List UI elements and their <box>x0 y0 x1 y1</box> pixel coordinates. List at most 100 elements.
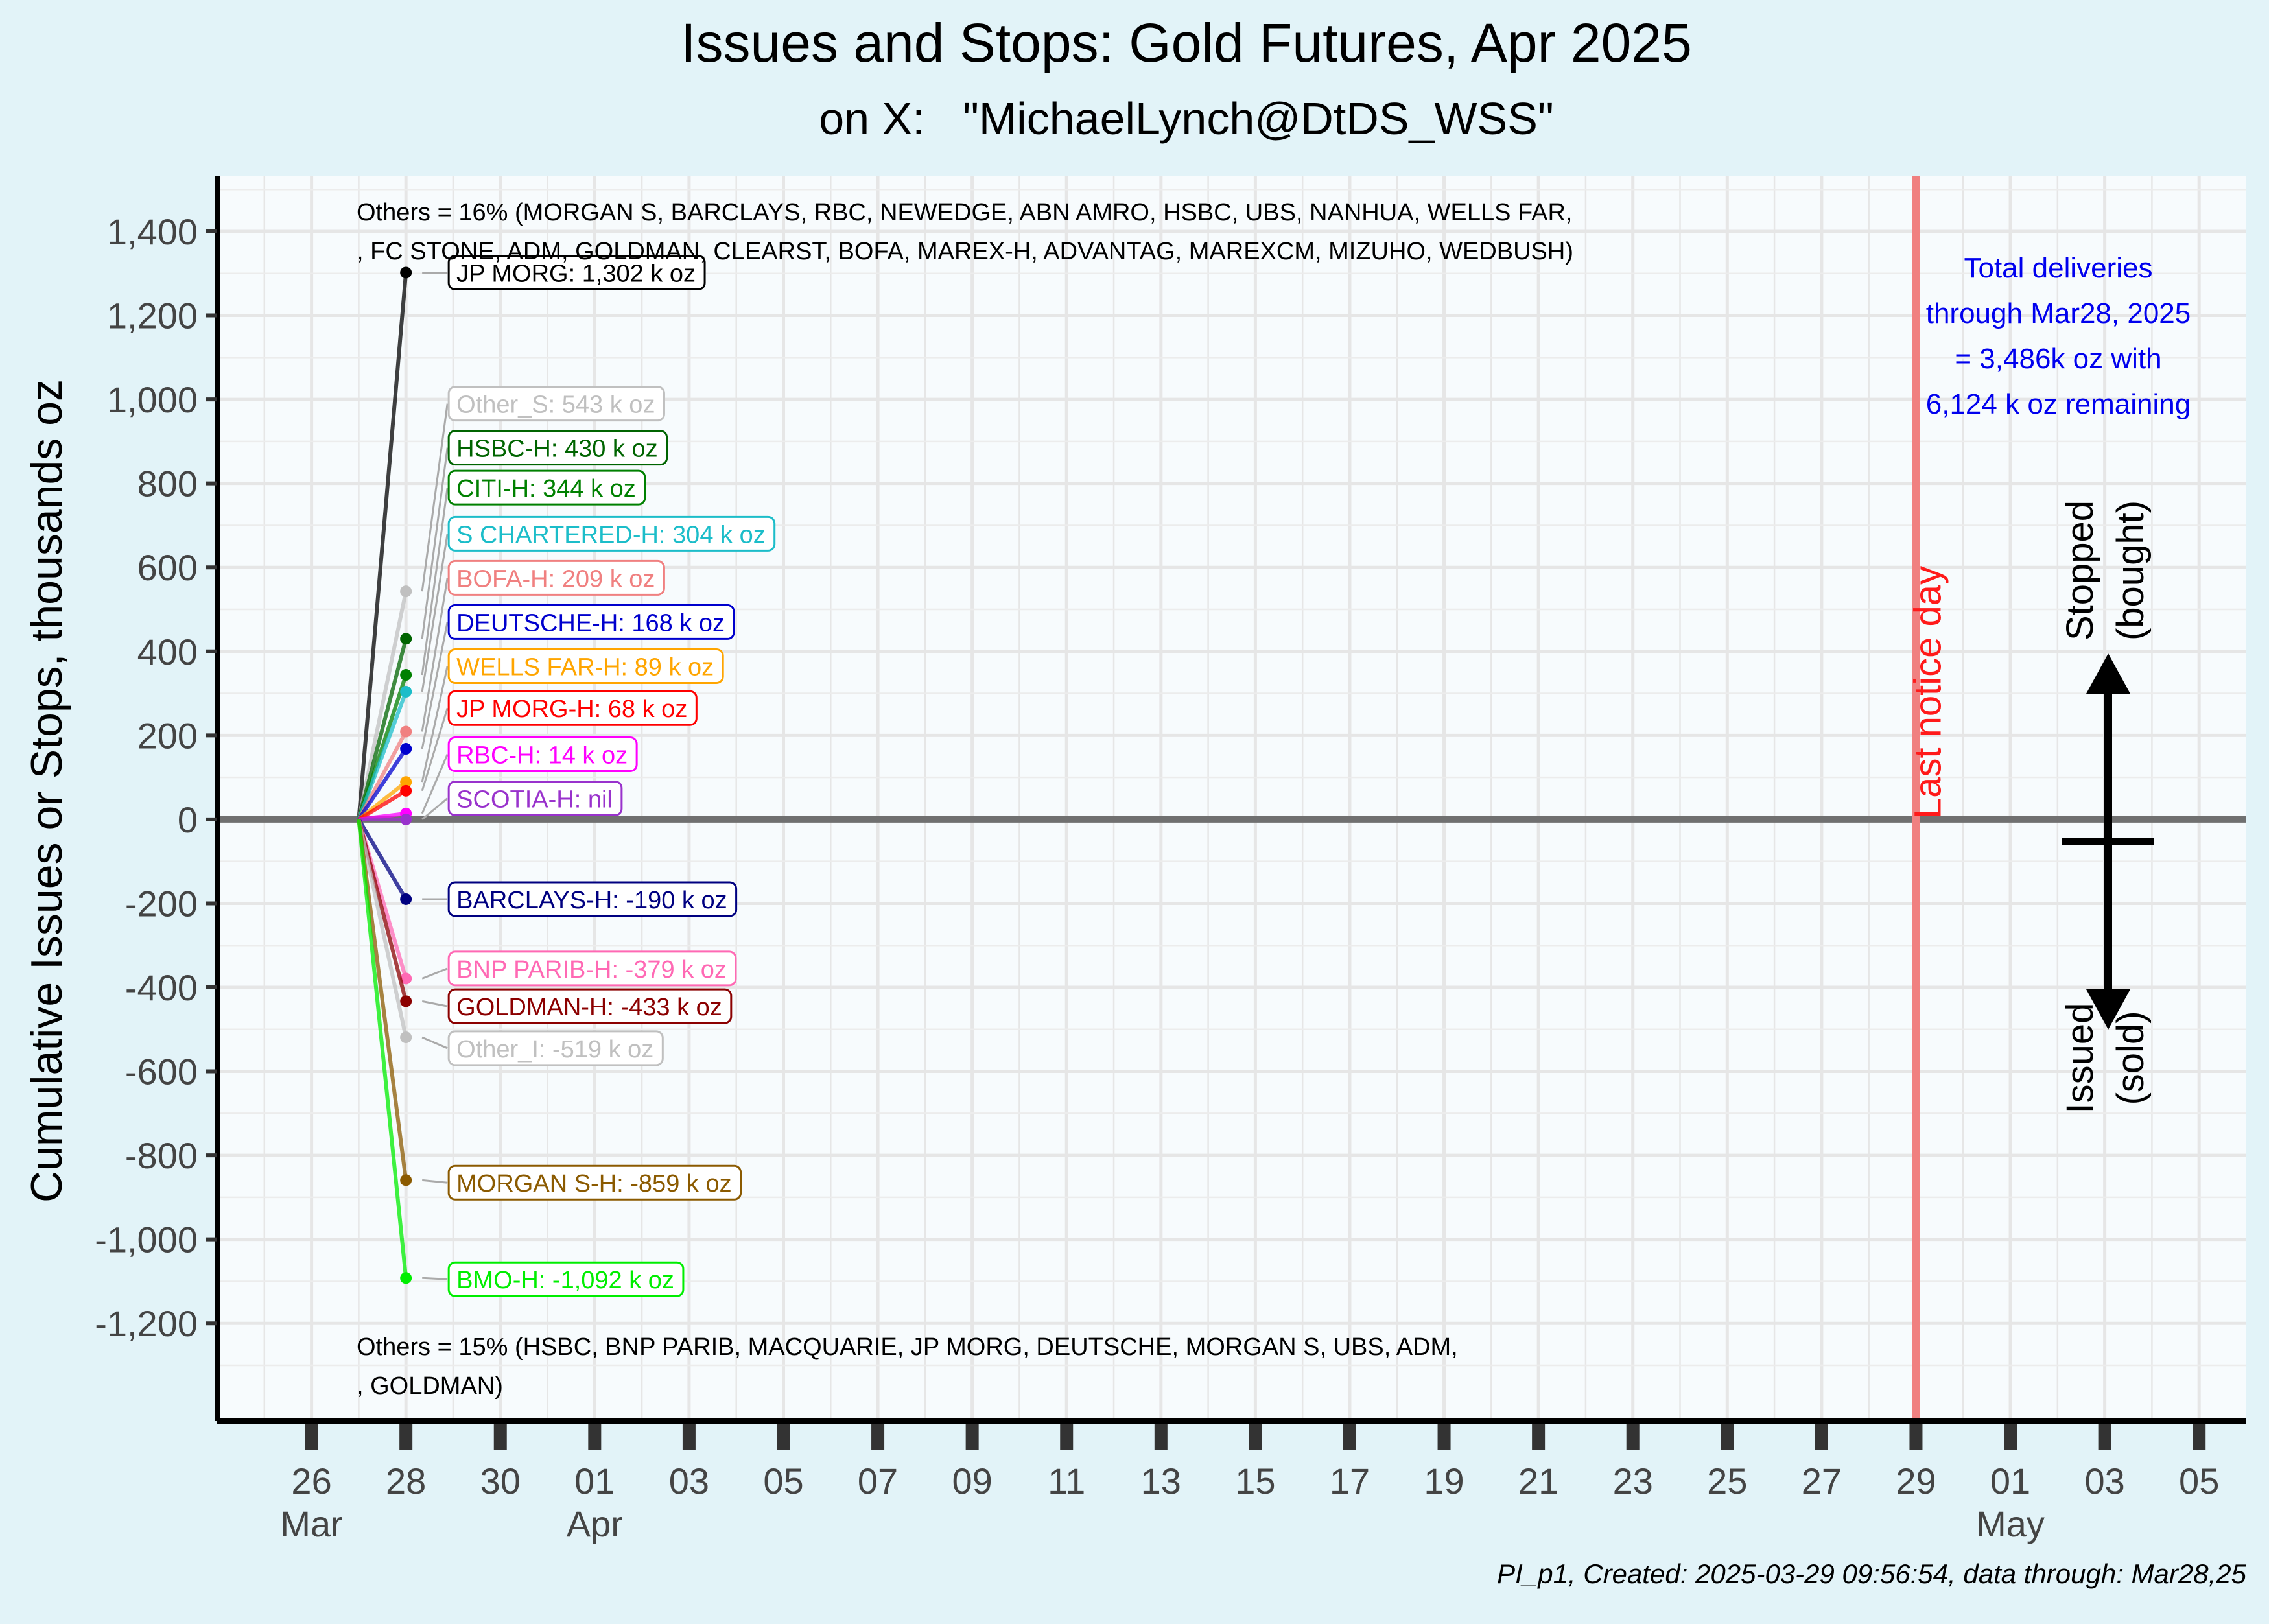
y-tick-label: -1,200 <box>95 1303 198 1344</box>
series-line <box>357 591 408 820</box>
series-line <box>357 272 408 820</box>
series-label: CITI-H: 344 k oz <box>447 469 646 506</box>
y-tick-label: 200 <box>137 715 198 756</box>
x-tick-label: 01 <box>1990 1461 2030 1501</box>
series-endpoint <box>400 725 412 738</box>
series-label-box <box>447 469 646 506</box>
others-stops-line2: , FC STONE, ADM, GOLDMAN, CLEARST, BOFA,… <box>357 238 1573 265</box>
last-notice-label: Last notice day <box>1907 566 1949 819</box>
series-line <box>357 818 408 900</box>
total-deliveries-line4: 6,124 k oz remaining <box>1926 388 2191 420</box>
series-label: BMO-H: -1,092 k oz <box>447 1261 685 1297</box>
series-label-text: JP MORG-H: 68 k oz <box>456 696 687 723</box>
issued-label: Issued <box>2059 1003 2101 1114</box>
series-label-box <box>447 386 665 422</box>
y-tick-label: 1,200 <box>107 296 198 336</box>
y-tick-label: -600 <box>125 1052 198 1092</box>
series-label-box <box>447 988 733 1024</box>
x-tick-label: 01 <box>574 1461 615 1501</box>
series-label-text: Other_I: -519 k oz <box>456 1036 653 1063</box>
series-endpoint <box>400 633 412 645</box>
x-tick-label: 28 <box>386 1461 426 1501</box>
y-tick-label: 0 <box>178 799 198 840</box>
x-tick-label: 17 <box>1330 1461 1370 1501</box>
series-label-box <box>447 559 665 596</box>
series-endpoint <box>400 813 412 825</box>
series-endpoint <box>400 972 412 985</box>
series-endpoint <box>400 669 412 681</box>
y-tick-label: 1,000 <box>107 379 198 420</box>
series-label-text: BOFA-H: 209 k oz <box>456 565 655 593</box>
series-endpoint <box>400 743 412 755</box>
label-leader <box>421 403 449 592</box>
series-label-text: S CHARTERED-H: 304 k oz <box>456 521 766 548</box>
x-tick-label: 03 <box>2084 1461 2124 1501</box>
x-tick-label: 23 <box>1613 1461 1653 1501</box>
y-tick-label: -1,000 <box>95 1219 198 1260</box>
x-tick-label: 27 <box>1802 1461 1842 1501</box>
series-label-box <box>447 430 668 466</box>
label-leader <box>421 1000 448 1007</box>
series-label-text: MORGAN S-H: -859 k oz <box>456 1170 731 1197</box>
series-label-box <box>447 254 706 290</box>
x-month-label: Mar <box>280 1503 342 1544</box>
series-label-text: BMO-H: -1,092 k oz <box>456 1267 674 1294</box>
series-label: BNP PARIB-H: -379 k oz <box>447 950 737 987</box>
x-tick-label: 30 <box>480 1461 521 1501</box>
x-tick-label: 07 <box>858 1461 898 1501</box>
y-tick-label: 1,400 <box>107 211 198 252</box>
total-deliveries-line2: through Mar28, 2025 <box>1926 298 2191 329</box>
series-label-box <box>447 1164 742 1201</box>
series-line <box>357 789 407 821</box>
x-tick-label: 21 <box>1518 1461 1558 1501</box>
series-line <box>357 819 408 1038</box>
label-leader <box>421 487 449 676</box>
series-label-text: Other_S: 543 k oz <box>456 392 655 419</box>
x-tick-label: 11 <box>1048 1461 1085 1501</box>
y-tick-label: 800 <box>137 464 198 504</box>
series-label-text: BNP PARIB-H: -379 k oz <box>456 956 727 983</box>
series-endpoint <box>400 1272 412 1284</box>
x-tick-label: 05 <box>2179 1461 2219 1501</box>
chart-title: Issues and Stops: Gold Futures, Apr 2025 <box>681 12 1692 73</box>
label-leader <box>421 1036 448 1050</box>
x-tick-label: 29 <box>1896 1461 1936 1501</box>
series-label-text: HSBC-H: 430 k oz <box>456 436 657 463</box>
series-line <box>357 690 408 820</box>
direction-indicator: Stopped (bought) Issued (sold) <box>2059 500 2154 1113</box>
series-label: DEUTSCHE-H: 168 k oz <box>447 604 735 640</box>
series-label: BARCLAYS-H: -190 k oz <box>447 881 738 917</box>
issued-sub-label: (sold) <box>2110 1011 2152 1105</box>
series-label-box <box>447 781 623 816</box>
series-label: RBC-H: 14 k oz <box>447 736 638 772</box>
label-leader <box>421 534 449 692</box>
series-endpoint <box>400 995 412 1007</box>
series-endpoint <box>400 266 412 279</box>
series-endpoint <box>400 585 412 598</box>
x-tick-label: 25 <box>1707 1461 1747 1501</box>
label-leader <box>421 707 449 792</box>
series-endpoint <box>400 784 412 797</box>
series-label-box <box>447 1030 664 1066</box>
label-leader <box>421 967 448 980</box>
y-tick-label: -200 <box>125 883 198 924</box>
series-label-text: SCOTIA-H: nil <box>456 786 613 814</box>
series-endpoint <box>400 1031 412 1044</box>
series-label-text: BARCLAYS-H: -190 k oz <box>456 887 727 914</box>
series-line <box>357 747 408 821</box>
label-leader <box>422 1179 448 1184</box>
series-label-box <box>447 881 738 917</box>
series-label: Other_S: 543 k oz <box>447 386 665 422</box>
total-deliveries-line1: Total deliveries <box>1964 252 2152 284</box>
label-leader <box>421 622 449 749</box>
series-label-text: JP MORG: 1,302 k oz <box>456 260 696 287</box>
label-leader <box>421 753 449 814</box>
total-deliveries-line3: = 3,486k oz with <box>1955 343 2161 375</box>
y-tick-label: -800 <box>125 1135 198 1176</box>
axis-layer: 1,400 1,200 1,000 800 600 400 200 0 -200 -400 -600… <box>95 176 2246 1544</box>
x-tick-label: 15 <box>1235 1461 1275 1501</box>
series-label-box <box>447 515 776 552</box>
x-tick-label: 03 <box>669 1461 709 1501</box>
